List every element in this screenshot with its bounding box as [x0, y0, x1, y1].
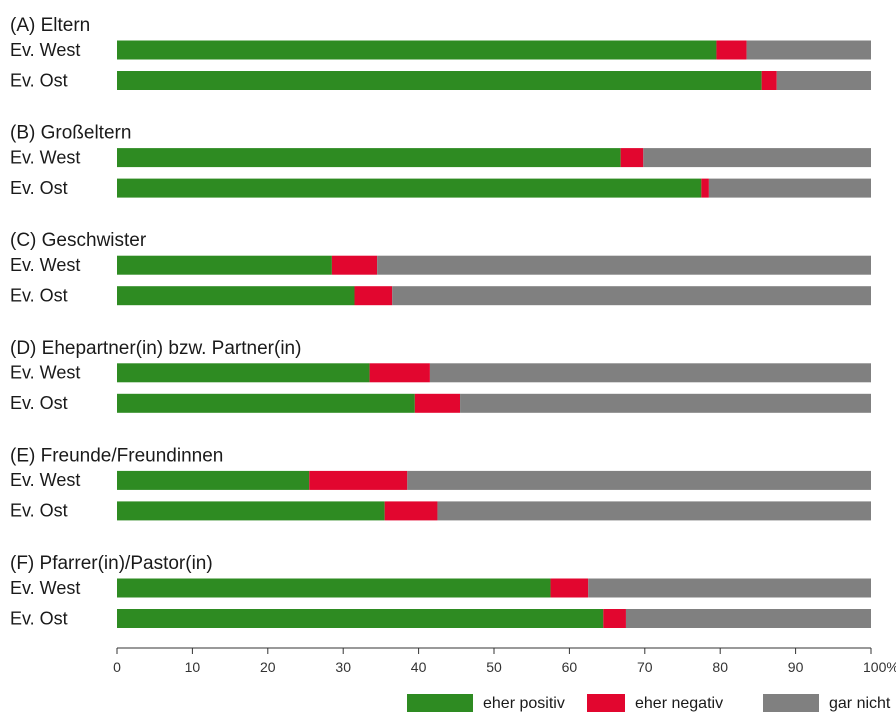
bar-segment-gar-nicht	[643, 148, 871, 168]
row-label: Ev. West	[10, 147, 80, 167]
chart-groups: (A) Eltern Ev. West Ev. Ost (B) Großeltern E…	[10, 15, 871, 628]
legend-item: eher positiv	[407, 694, 565, 712]
row-label: Ev. Ost	[10, 285, 68, 305]
legend: eher positiv eher negativ gar nicht	[407, 694, 891, 712]
bar-segment-eher-positiv	[117, 255, 332, 275]
row-label: Ev. West	[10, 255, 80, 275]
x-tick-label: 80	[712, 659, 728, 675]
bar-segment-eher-negativ	[701, 178, 709, 198]
legend-swatch	[407, 694, 473, 712]
legend-item: eher negativ	[587, 694, 723, 712]
row-label: Ev. West	[10, 40, 80, 60]
x-tick-label: 30	[335, 659, 351, 675]
bar-segment-eher-negativ	[309, 470, 408, 490]
group-title: (A) Eltern	[10, 15, 90, 36]
legend-label: eher negativ	[635, 695, 723, 712]
row-label: Ev. Ost	[10, 393, 68, 413]
x-tick-label: 0	[113, 659, 121, 675]
bar-segment-gar-nicht	[429, 363, 871, 383]
row-label: Ev. West	[10, 470, 80, 490]
bar-segment-eher-positiv	[117, 501, 385, 521]
chart-group: (A) Eltern Ev. West Ev. Ost	[10, 15, 871, 90]
group-title: (E) Freunde/Freundinnen	[10, 445, 223, 466]
group-title: (F) Pfarrer(in)/Pastor(in)	[10, 553, 213, 574]
row-label: Ev. West	[10, 363, 80, 383]
bar-segment-gar-nicht	[588, 578, 871, 598]
bar-segment-gar-nicht	[377, 255, 871, 275]
legend-swatch	[587, 694, 625, 712]
x-tick-label: 50	[486, 659, 502, 675]
row-label: Ev. Ost	[10, 70, 68, 90]
row-label: Ev. Ost	[10, 178, 68, 198]
chart-group: (B) Großeltern Ev. West Ev. Ost	[10, 123, 871, 198]
bar-segment-eher-negativ	[331, 255, 378, 275]
bar-segment-eher-negativ	[620, 148, 644, 168]
x-axis: 0 10 20 30 40 50 60 70 80 90 100%	[113, 647, 896, 675]
chart-group: (E) Freunde/Freundinnen Ev. West Ev. Ost	[10, 445, 871, 521]
x-tick-label: 10	[185, 659, 201, 675]
bar-segment-eher-negativ	[369, 363, 430, 383]
bar-segment-gar-nicht	[708, 178, 871, 198]
bar-segment-gar-nicht	[407, 470, 871, 490]
bar-segment-eher-positiv	[117, 470, 310, 490]
x-tick-label: 40	[411, 659, 427, 675]
legend-label: gar nicht	[829, 695, 891, 712]
bar-segment-eher-positiv	[117, 578, 551, 598]
bar-segment-gar-nicht	[746, 40, 871, 60]
bar-segment-eher-negativ	[550, 578, 589, 598]
bar-segment-gar-nicht	[460, 393, 871, 413]
bar-segment-eher-negativ	[414, 393, 461, 413]
group-title: (D) Ehepartner(in) bzw. Partner(in)	[10, 338, 301, 359]
chart-group: (D) Ehepartner(in) bzw. Partner(in) Ev. W…	[10, 338, 871, 413]
bar-segment-eher-positiv	[117, 178, 702, 198]
legend-item: gar nicht	[763, 694, 891, 712]
bar-segment-gar-nicht	[625, 609, 871, 628]
legend-label: eher positiv	[483, 695, 565, 712]
row-label: Ev. West	[10, 578, 80, 598]
x-tick-label: 70	[637, 659, 653, 675]
group-title: (C) Geschwister	[10, 230, 147, 251]
bar-segment-eher-positiv	[117, 71, 762, 90]
bar-segment-eher-positiv	[117, 286, 355, 306]
x-tick-label: 20	[260, 659, 276, 675]
group-title: (B) Großeltern	[10, 123, 131, 144]
bar-segment-eher-negativ	[603, 609, 626, 628]
bar-segment-eher-positiv	[117, 393, 415, 413]
row-label: Ev. Ost	[10, 608, 68, 628]
bar-segment-eher-positiv	[117, 363, 370, 383]
bar-segment-eher-negativ	[354, 286, 393, 306]
chart-group: (C) Geschwister Ev. West Ev. Ost	[10, 230, 871, 305]
bar-segment-eher-negativ	[761, 71, 777, 90]
legend-swatch	[763, 694, 819, 712]
bar-segment-gar-nicht	[392, 286, 871, 306]
x-tick-label: 60	[562, 659, 578, 675]
bar-segment-gar-nicht	[437, 501, 871, 521]
bar-segment-gar-nicht	[776, 71, 871, 90]
bar-segment-eher-positiv	[117, 40, 717, 60]
bar-segment-eher-negativ	[384, 501, 438, 521]
bar-segment-eher-negativ	[716, 40, 747, 60]
bar-segment-eher-positiv	[117, 609, 604, 628]
x-tick-label: 90	[788, 659, 804, 675]
x-tick-label: 100%	[863, 659, 896, 675]
bar-segment-eher-positiv	[117, 148, 621, 168]
chart-group: (F) Pfarrer(in)/Pastor(in) Ev. West Ev. Os…	[10, 553, 871, 628]
row-label: Ev. Ost	[10, 501, 68, 521]
